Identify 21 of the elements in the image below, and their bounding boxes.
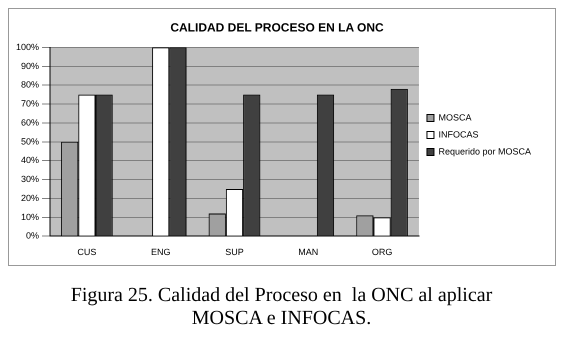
y-tick-label: 80% (21, 80, 40, 90)
chart-title: CALIDAD DEL PROCESO EN LA ONC (170, 20, 384, 35)
x-tick-label: MAN (298, 247, 318, 258)
y-tick-label: 50% (21, 136, 40, 146)
x-tick-label: ORG (372, 247, 392, 258)
y-tick-label: 100% (16, 42, 40, 52)
y-tick-label: 0% (26, 230, 40, 241)
legend-label: Requerido por MOSCA (438, 146, 532, 156)
y-tick-label: 10% (21, 212, 40, 222)
y-tick-label: 60% (21, 117, 40, 128)
x-tick-label: CUS (77, 247, 96, 258)
y-tick-label: 40% (21, 155, 40, 166)
y-tick-label: 90% (21, 60, 40, 71)
x-tick-label: SUP (225, 247, 244, 258)
y-tick-label: 20% (21, 192, 40, 203)
y-tick-label: 30% (21, 174, 40, 184)
legend-label: INFOCAS (438, 129, 478, 140)
x-tick-label: ENG (150, 247, 170, 258)
legend-label: MOSCA (438, 112, 472, 122)
text: Figura 25. Calidad del Proceso en la ONC al aplicar MOSCA e INFOCAS. (70, 284, 494, 330)
y-tick-label: 70% (21, 98, 40, 109)
